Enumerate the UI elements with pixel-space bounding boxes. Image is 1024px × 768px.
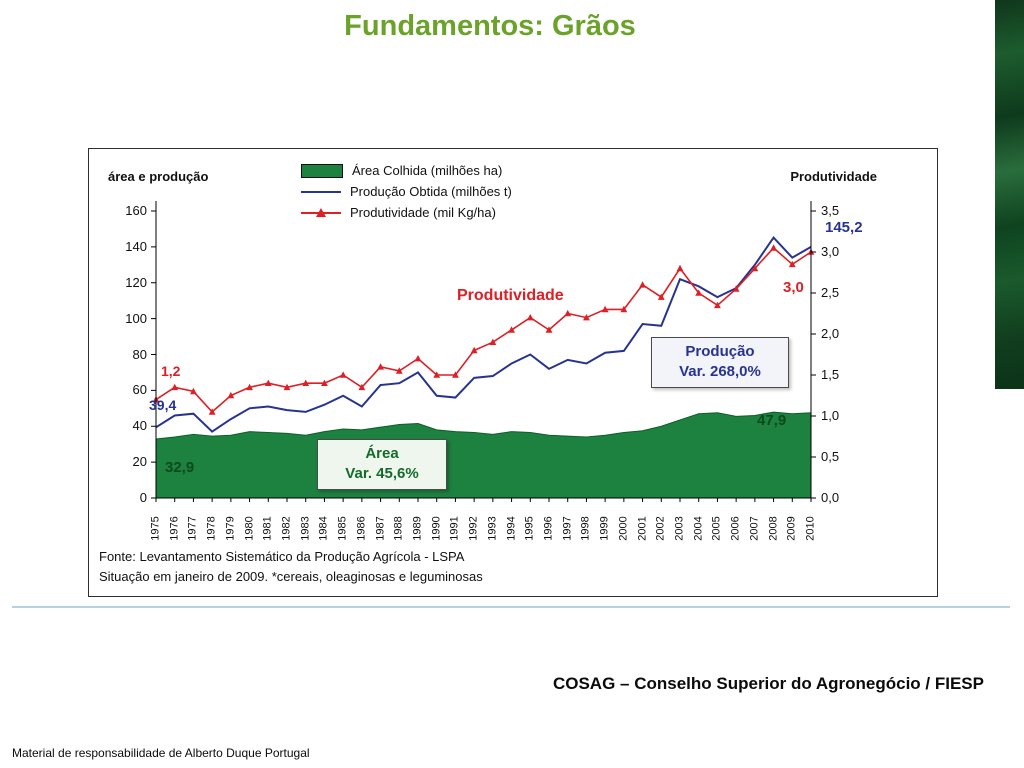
page-title: Fundamentos: Grãos: [344, 10, 636, 42]
left-axis-tick-label: 80: [132, 346, 147, 362]
left-axis-tick-label: 20: [132, 454, 147, 470]
area-box-title: Área: [365, 445, 399, 462]
x-axis-year-label: 1978: [205, 516, 218, 541]
x-axis-year-label: 1995: [523, 516, 536, 541]
x-axis-year-label: 1992: [467, 516, 480, 541]
x-axis-year-label: 1985: [336, 516, 349, 541]
right-axis-tick-label: 1,5: [821, 367, 840, 382]
right-axis-tick-label: 1,0: [821, 408, 840, 423]
source-line-1: Fonte: Levantamento Sistemático da Produ…: [99, 549, 465, 564]
left-axis-tick-label: 0: [139, 490, 147, 505]
decorative-side-image: [995, 0, 1024, 389]
left-axis-title: área e produção: [108, 169, 209, 184]
x-axis-year-label: 1989: [411, 516, 424, 541]
legend-item-producao: Produção Obtida (milhões t): [301, 181, 512, 202]
area-box-value: Var. 45,6%: [345, 465, 419, 483]
x-axis-year-label: 2007: [748, 516, 761, 541]
x-axis-year-label: 1984: [317, 516, 330, 541]
left-axis-tick-label: 100: [125, 310, 147, 326]
credit-text: COSAG – Conselho Superior do Agronegócio…: [552, 674, 984, 693]
x-axis-year-label: 1975: [149, 516, 162, 541]
left-axis-tick-label: 140: [125, 238, 147, 254]
x-axis-year-label: 2001: [636, 516, 649, 541]
footer-text: Material de responsabilidade de Alberto …: [12, 746, 310, 760]
right-axis-tick-label: 2,5: [821, 285, 840, 300]
x-axis-year-label: 1987: [374, 516, 387, 541]
right-axis-tick-label: 2,0: [821, 326, 840, 341]
right-axis-tick-label: 0,0: [821, 490, 840, 505]
left-axis-tick-label: 60: [132, 382, 147, 398]
x-axis-year-label: 1988: [392, 516, 405, 541]
blue-line-swatch-icon: [301, 190, 341, 193]
legend-item-produtividade: Produtividade (mil Kg/ha): [301, 202, 512, 223]
triangle-marker-icon: [316, 207, 326, 217]
x-axis-year-label: 2003: [673, 516, 686, 541]
annotation-productivity-start: 1,2: [161, 363, 181, 379]
x-axis-year-label: 2000: [617, 516, 630, 541]
right-axis-title: Produtividade: [790, 169, 877, 184]
annotation-production-start: 39,4: [149, 397, 177, 413]
annotation-productivity-end: 3,0: [783, 279, 804, 296]
x-axis-year-label: 1979: [224, 516, 237, 541]
x-axis-year-label: 1990: [430, 516, 443, 541]
x-axis-year-label: 1983: [299, 516, 312, 541]
x-axis-year-label: 1982: [280, 516, 293, 541]
x-axis-year-label: 1986: [355, 516, 368, 541]
left-axis-tick-label: 40: [132, 418, 147, 434]
source-line-2: Situação em janeiro de 2009. *cereais, o…: [99, 569, 483, 584]
annotation-production-end: 145,2: [825, 219, 863, 236]
left-axis-tick-label: 160: [125, 203, 147, 218]
chart-panel: área e produção Área Colhida (milhões ha…: [88, 148, 938, 597]
legend-label-producao: Produção Obtida (milhões t): [350, 184, 512, 199]
right-axis-tick-label: 3,5: [821, 203, 840, 218]
annotation-area-end: 47,9: [757, 412, 787, 429]
x-axis-year-label: 1981: [261, 516, 274, 541]
right-axis-tick-label: 0,5: [821, 449, 840, 464]
production-variation-box: Produção Var. 268,0%: [651, 337, 789, 388]
x-axis-year-label: 1994: [505, 516, 518, 541]
x-axis-year-label: 2005: [710, 516, 723, 541]
x-axis-year-label: 1977: [186, 516, 199, 541]
left-axis-tick-label: 120: [125, 274, 147, 290]
x-axis-year-label: 1993: [486, 516, 499, 541]
right-axis-tick-label: 3,0: [821, 244, 840, 259]
x-axis-year-label: 1997: [561, 516, 574, 541]
area-variation-box: Área Var. 45,6%: [317, 439, 447, 490]
x-axis-year-label: 2008: [767, 516, 780, 541]
production-box-value: Var. 268,0%: [679, 363, 761, 381]
area-swatch-icon: [301, 163, 343, 178]
red-line-marker-swatch-icon: [301, 207, 341, 217]
x-axis-year-label: 1998: [579, 516, 592, 541]
production-box-title: Produção: [685, 343, 755, 360]
legend-item-area: Área Colhida (milhões ha): [301, 160, 512, 181]
x-axis-year-label: 2006: [729, 516, 742, 541]
annotation-area-start: 32,9: [165, 459, 195, 476]
legend-label-area: Área Colhida (milhões ha): [352, 163, 503, 178]
x-axis-year-label: 2002: [654, 516, 667, 541]
x-axis-year-label: 1976: [168, 516, 181, 541]
divider-line: [12, 606, 1010, 608]
legend-label-produtividade: Produtividade (mil Kg/ha): [350, 205, 496, 220]
x-axis-year-label: 1991: [448, 516, 461, 541]
x-axis-year-label: 2010: [804, 516, 817, 541]
x-axis-year-label: 2009: [785, 516, 798, 541]
x-axis-year-label: 1980: [243, 516, 256, 541]
chart-legend: Área Colhida (milhões ha) Produção Obtid…: [301, 160, 512, 223]
annotation-productivity-label: Produtividade: [457, 287, 564, 304]
x-axis-year-label: 1996: [542, 516, 555, 541]
x-axis-year-label: 2004: [692, 516, 705, 541]
x-axis-year-label: 1999: [598, 516, 611, 541]
